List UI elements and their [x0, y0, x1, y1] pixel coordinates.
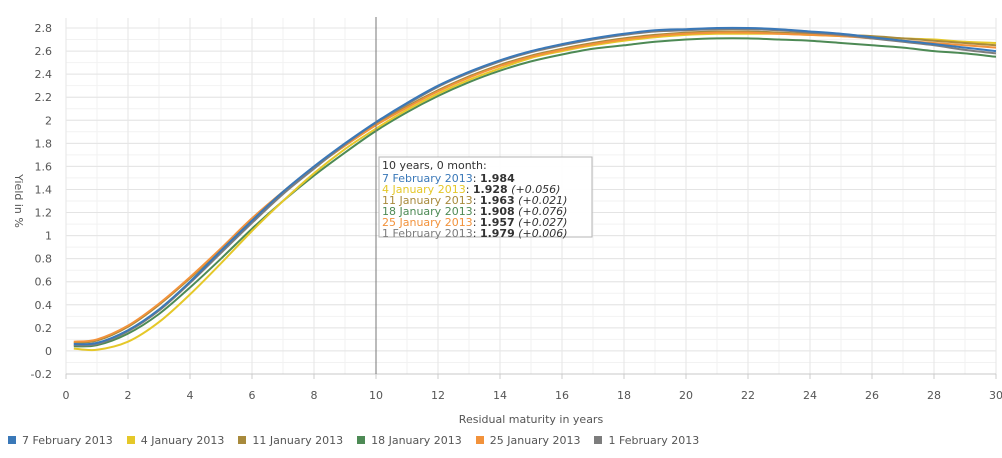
y-tick-label: 0.4 — [35, 299, 53, 312]
legend-label: 11 January 2013 — [252, 433, 344, 447]
legend-item-5[interactable]: 25 January 2013 — [475, 433, 581, 447]
y-tick-label: 0.2 — [35, 322, 53, 335]
x-tick-label: 18 — [617, 389, 631, 402]
legend-item-6[interactable]: 1 February 2013 — [594, 434, 699, 447]
legend-swatch — [126, 436, 135, 444]
y-tick-label: 1.4 — [35, 183, 53, 196]
legend-swatch — [357, 436, 366, 444]
tooltip-row: 7 February 2013: 1.984 — [382, 172, 515, 185]
y-tick-label: 2.8 — [35, 22, 53, 35]
tooltip-row: 25 January 2013: 1.957 (+0.027) — [382, 216, 567, 229]
tooltip-row: 1 February 2013: 1.979 (+0.006) — [382, 227, 568, 240]
axes: -0.2 0 0.2 0.4 0.6 0.8 1 1.2 1.4 1.6 1.8 2 2.2 2.4 2.6… — [31, 22, 1002, 402]
x-tick-label: 10 — [369, 389, 383, 402]
legend-label: 1 February 2013 — [608, 433, 700, 447]
x-tick-label: 16 — [555, 389, 569, 402]
legend-item-3[interactable]: 11 January 2013 — [238, 434, 343, 447]
x-tick-label: 22 — [741, 389, 755, 402]
y-tick-label: 1.6 — [35, 160, 53, 173]
legend-swatch — [238, 436, 247, 444]
x-tick-label: 0 — [63, 389, 70, 402]
tooltip-row: 4 January 2013: 1.928 (+0.056) — [382, 183, 560, 196]
legend-swatch — [8, 436, 16, 444]
tooltip-row: 11 January 2013: 1.963 (+0.021) — [382, 194, 567, 207]
y-axis-title: Yield in % — [12, 173, 25, 228]
y-tick-label: 1 — [45, 230, 52, 243]
y-tick-label: 1.2 — [35, 207, 53, 220]
series-line-6[interactable] — [73, 28, 997, 347]
legend-swatch — [475, 436, 484, 444]
legend-item-1[interactable]: 7 February 2013 — [8, 434, 113, 447]
series-line-4[interactable] — [73, 37, 997, 348]
x-tick-label: 28 — [927, 389, 941, 402]
x-tick-label: 24 — [803, 389, 817, 402]
y-tick-label: 0.6 — [35, 276, 53, 289]
y-tick-label: 0 — [45, 345, 52, 358]
legend-swatch — [594, 436, 603, 444]
y-tick-label: 0.8 — [35, 253, 53, 266]
x-tick-label: 14 — [493, 389, 507, 402]
tooltip-box — [378, 156, 593, 238]
x-tick-label: 12 — [431, 389, 445, 402]
x-tick-label: 4 — [187, 389, 194, 402]
x-tick-label: 8 — [311, 389, 318, 402]
tooltip: 10 years, 0 month:7 February 2013: 1.984… — [378, 156, 593, 240]
series-lines[interactable] — [73, 26, 997, 352]
legend-label: 18 January 2013 — [371, 433, 462, 447]
legend-label: 25 January 2013 — [489, 433, 581, 447]
y-tick-label: -0.2 — [31, 368, 52, 381]
series-line-1[interactable] — [73, 26, 997, 346]
tooltip-row: 18 January 2013: 1.908 (+0.076) — [382, 205, 567, 218]
x-tick-label: 30 — [989, 389, 1002, 402]
series-line-5[interactable] — [73, 31, 997, 343]
x-tick-label: 2 — [125, 389, 132, 402]
y-tick-label: 2.4 — [35, 68, 53, 81]
x-tick-label: 6 — [249, 389, 256, 402]
tooltip-header: 10 years, 0 month: — [382, 159, 487, 172]
y-tick-label: 2.2 — [35, 91, 53, 104]
legend-label: 4 January 2013 — [140, 433, 225, 447]
legend-item-2[interactable]: 4 January 2013 — [126, 433, 225, 447]
x-tick-label: 20 — [679, 389, 693, 402]
y-tick-label: 2 — [45, 114, 52, 127]
y-tick-label: 2.6 — [35, 45, 53, 58]
legend-item-4[interactable]: 18 January 2013 — [357, 434, 462, 447]
legend-label: 7 February 2013 — [22, 433, 113, 447]
x-axis-title: Residual maturity in years — [459, 413, 604, 426]
y-tick-label: 1.8 — [35, 137, 53, 150]
legend: 7 February 2013 4 January 2013 11 January … — [8, 432, 713, 448]
x-tick-label: 26 — [865, 389, 879, 402]
